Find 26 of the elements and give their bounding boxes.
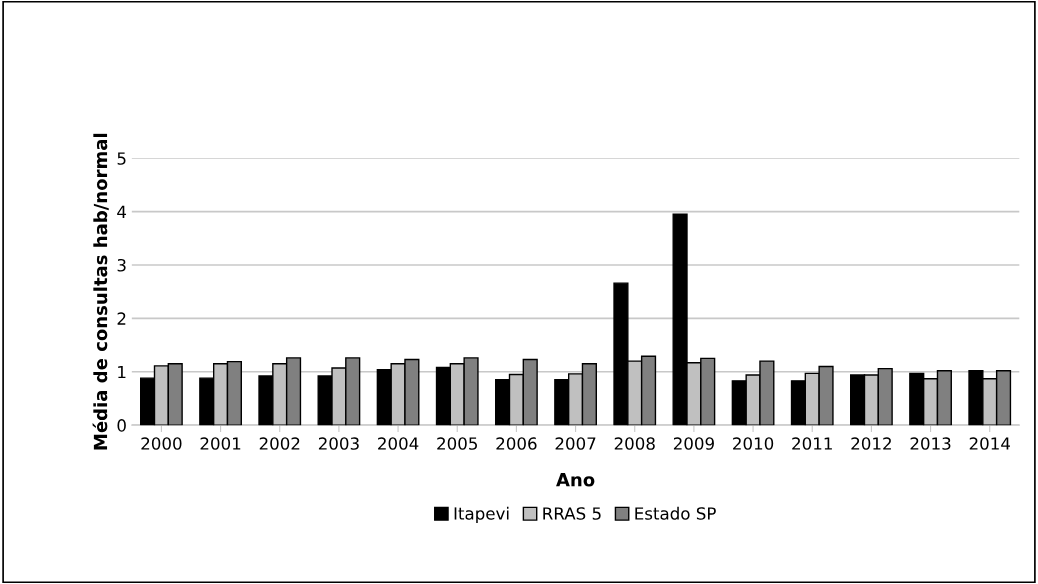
x-tick-label: 2007 [555, 437, 596, 450]
x-tick-label: 2012 [851, 437, 891, 450]
x-tick-label: 2000 [141, 437, 182, 450]
x-tick-label: 2013 [910, 437, 951, 450]
x-tick-label: 2001 [200, 437, 241, 450]
x-tick-label: 2002 [259, 437, 300, 450]
y-axis-title: Média de consultas hab/normal [92, 133, 109, 450]
y-tick-label: 3 [117, 258, 126, 272]
y-tick-label: 2 [117, 312, 126, 325]
x-tick-label: 2005 [437, 437, 477, 450]
x-tick-label: 2006 [496, 437, 537, 450]
x-tick-label: 2009 [673, 437, 714, 450]
legend-label: RRAS 5 [543, 507, 601, 520]
y-tick-label: 0 [117, 419, 126, 432]
x-tick-label: 2014 [969, 437, 1011, 450]
legend-label: Itapevi [454, 506, 509, 523]
y-tick-label: 5 [117, 152, 126, 165]
y-tick-label: 1 [118, 365, 126, 379]
x-axis-title: Ano [556, 473, 595, 487]
y-tick-label: 4 [117, 205, 127, 218]
x-tick-label: 2010 [733, 437, 774, 450]
x-tick-label: 2004 [378, 437, 419, 450]
x-tick-label: 2008 [614, 437, 655, 450]
x-tick-label: 2011 [792, 437, 832, 450]
legend-label: Estado SP [635, 506, 716, 520]
x-tick-label: 2003 [318, 437, 359, 450]
